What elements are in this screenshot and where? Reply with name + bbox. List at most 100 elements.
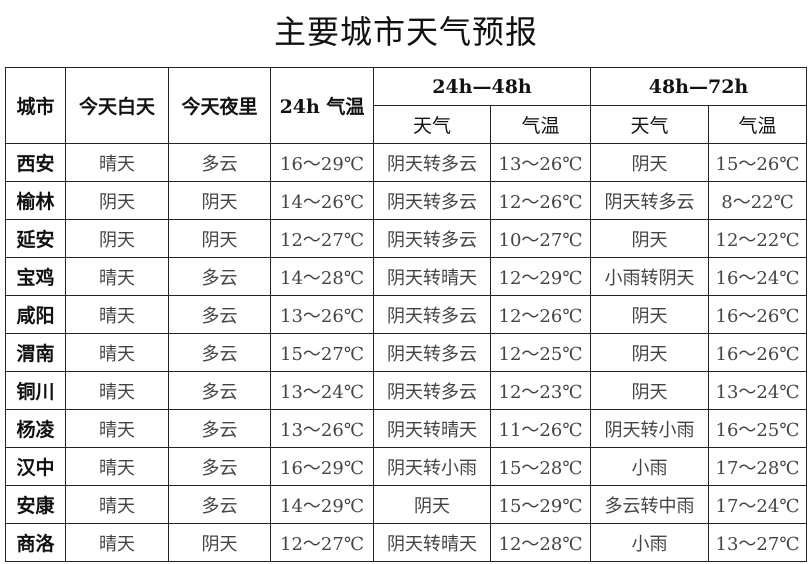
cell-temp-24-48h: 12～29℃ [490, 257, 591, 296]
cell-temp-24h: 13～26℃ [270, 409, 374, 448]
header-today-night: 今天夜里 [168, 67, 271, 144]
cell-temp-24h: 13～26℃ [270, 295, 374, 334]
cell-today-day: 晴天 [65, 371, 169, 410]
cell-today-day: 晴天 [65, 257, 169, 296]
cell-temp-48-72h: 17～28℃ [708, 447, 807, 486]
cell-temp-48-72h: 16～26℃ [708, 333, 807, 372]
cell-weather-48-72h: 小雨转阴天 [590, 257, 709, 296]
cell-today-day: 晴天 [65, 409, 169, 448]
table-row: 杨凌 晴天 多云 13～26℃ 阴天转晴天 11～26℃ 阴天转小雨 16～25℃ [5, 409, 807, 448]
header-weather-48-72h: 天气 [590, 105, 709, 144]
cell-weather-48-72h: 阴天 [590, 143, 709, 182]
cell-weather-48-72h: 阴天转小雨 [590, 409, 709, 448]
cell-weather-48-72h: 阴天转多云 [590, 181, 709, 220]
header-group-24-48h: 24h—48h [373, 67, 591, 106]
header-weather-24-48h: 天气 [373, 105, 491, 144]
cell-temp-48-72h: 8～22℃ [708, 181, 807, 220]
cell-today-day: 晴天 [65, 143, 169, 182]
cell-temp-24h: 16～29℃ [270, 447, 374, 486]
cell-city: 汉中 [5, 447, 66, 486]
cell-weather-48-72h: 阴天 [590, 333, 709, 372]
table-row: 汉中 晴天 多云 16～29℃ 阴天转小雨 15～28℃ 小雨 17～28℃ [5, 447, 807, 486]
cell-weather-48-72h: 阴天 [590, 371, 709, 410]
cell-temp-48-72h: 16～26℃ [708, 295, 807, 334]
cell-temp-24-48h: 15～29℃ [490, 485, 591, 524]
header-city: 城市 [5, 67, 66, 144]
cell-weather-24-48h: 阴天转晴天 [373, 257, 491, 296]
cell-city: 铜川 [5, 371, 66, 410]
table-row: 铜川 晴天 多云 13～24℃ 阴天转多云 12～23℃ 阴天 13～24℃ [5, 371, 807, 410]
header-today-day: 今天白天 [65, 67, 169, 144]
cell-weather-24-48h: 阴天转晴天 [373, 523, 491, 562]
cell-city: 安康 [5, 485, 66, 524]
cell-today-night: 阴天 [168, 523, 271, 562]
cell-temp-48-72h: 16～24℃ [708, 257, 807, 296]
page-title: 主要城市天气预报 [273, 13, 538, 51]
table-row: 渭南 晴天 多云 15～27℃ 阴天转多云 12～25℃ 阴天 16～26℃ [5, 333, 807, 372]
cell-weather-24-48h: 阴天转多云 [373, 371, 491, 410]
cell-weather-24-48h: 阴天转晴天 [373, 409, 491, 448]
cell-temp-24h: 14～26℃ [270, 181, 374, 220]
cell-weather-48-72h: 小雨 [590, 523, 709, 562]
cell-city: 榆林 [5, 181, 66, 220]
header-group-48-72h: 48h—72h [590, 67, 807, 106]
cell-weather-24-48h: 阴天转多云 [373, 295, 491, 334]
cell-today-night: 多云 [168, 485, 271, 524]
cell-weather-24-48h: 阴天 [373, 485, 491, 524]
cell-city: 延安 [5, 219, 66, 258]
table-row: 咸阳 晴天 多云 13～26℃ 阴天转多云 12～26℃ 阴天 16～26℃ [5, 295, 807, 334]
cell-today-night: 多云 [168, 447, 271, 486]
cell-temp-24-48h: 15～28℃ [490, 447, 591, 486]
cell-temp-24h: 14～29℃ [270, 485, 374, 524]
cell-temp-48-72h: 16～25℃ [708, 409, 807, 448]
cell-today-night: 多云 [168, 257, 271, 296]
cell-weather-48-72h: 阴天 [590, 219, 709, 258]
header-temp-24-48h: 气温 [490, 105, 591, 144]
table-row: 榆林 阴天 阴天 14～26℃ 阴天转多云 12～26℃ 阴天转多云 8～22℃ [5, 181, 807, 220]
cell-temp-24-48h: 13～26℃ [490, 143, 591, 182]
header-temp-24h: 24h 气温 [270, 67, 374, 144]
cell-temp-24-48h: 12～26℃ [490, 295, 591, 334]
cell-temp-24h: 12～27℃ [270, 219, 374, 258]
header-temp-48-72h: 气温 [708, 105, 807, 144]
cell-temp-24h: 14～28℃ [270, 257, 374, 296]
cell-temp-24-48h: 12～26℃ [490, 181, 591, 220]
cell-temp-48-72h: 13～24℃ [708, 371, 807, 410]
cell-temp-48-72h: 17～24℃ [708, 485, 807, 524]
table-row: 商洛 晴天 阴天 12～27℃ 阴天转晴天 12～28℃ 小雨 13～27℃ [5, 523, 807, 562]
table-row: 延安 阴天 阴天 12～27℃ 阴天转多云 10～27℃ 阴天 12～22℃ [5, 219, 807, 258]
cell-weather-24-48h: 阴天转多云 [373, 143, 491, 182]
cell-weather-24-48h: 阴天转多云 [373, 219, 491, 258]
cell-today-night: 阴天 [168, 181, 271, 220]
cell-temp-48-72h: 13～27℃ [708, 523, 807, 562]
cell-today-day: 晴天 [65, 485, 169, 524]
cell-today-day: 晴天 [65, 447, 169, 486]
cell-weather-48-72h: 多云转中雨 [590, 485, 709, 524]
cell-city: 渭南 [5, 333, 66, 372]
cell-temp-24-48h: 11～26℃ [490, 409, 591, 448]
cell-temp-24-48h: 12～28℃ [490, 523, 591, 562]
cell-weather-24-48h: 阴天转小雨 [373, 447, 491, 486]
cell-today-day: 阴天 [65, 181, 169, 220]
cell-temp-24-48h: 12～25℃ [490, 333, 591, 372]
table-row: 西安 晴天 多云 16～29℃ 阴天转多云 13～26℃ 阴天 15～26℃ [5, 143, 807, 182]
cell-today-day: 晴天 [65, 295, 169, 334]
cell-temp-24h: 13～24℃ [270, 371, 374, 410]
table-row: 安康 晴天 多云 14～29℃ 阴天 15～29℃ 多云转中雨 17～24℃ [5, 485, 807, 524]
cell-weather-48-72h: 小雨 [590, 447, 709, 486]
cell-today-day: 阴天 [65, 219, 169, 258]
cell-today-night: 多云 [168, 371, 271, 410]
cell-temp-24h: 16～29℃ [270, 143, 374, 182]
cell-city: 杨凌 [5, 409, 66, 448]
cell-city: 咸阳 [5, 295, 66, 334]
forecast-table: 城市 今天白天 今天夜里 24h 气温 24h—48h 48h—72h 天气 气… [5, 67, 807, 562]
cell-city: 西安 [5, 143, 66, 182]
cell-weather-48-72h: 阴天 [590, 295, 709, 334]
table-row: 宝鸡 晴天 多云 14～28℃ 阴天转晴天 12～29℃ 小雨转阴天 16～24℃ [5, 257, 807, 296]
cell-today-night: 多云 [168, 333, 271, 372]
cell-temp-48-72h: 15～26℃ [708, 143, 807, 182]
cell-city: 商洛 [5, 523, 66, 562]
cell-today-night: 阴天 [168, 219, 271, 258]
cell-temp-24h: 15～27℃ [270, 333, 374, 372]
cell-today-night: 多云 [168, 409, 271, 448]
